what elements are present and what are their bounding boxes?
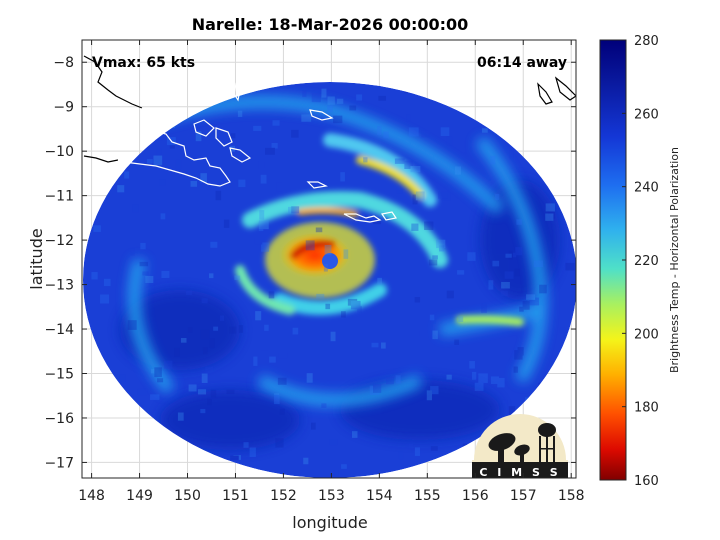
x-tick-label: 154 xyxy=(366,488,393,504)
axes-frame xyxy=(81,39,577,479)
y-tick-label: −14 xyxy=(44,322,74,338)
colorbar-tick-label: 260 xyxy=(634,107,659,122)
x-tick-label: 151 xyxy=(222,488,249,504)
colorbar-tick-label: 280 xyxy=(634,34,659,49)
vmax-label: Vmax: 65 kts xyxy=(92,55,195,71)
microwave-swath xyxy=(83,82,576,478)
x-tick-label: 153 xyxy=(318,488,345,504)
cimss-logo: C I M S S xyxy=(472,414,568,479)
colorbar xyxy=(599,39,627,481)
y-tick-label: −12 xyxy=(44,233,74,249)
y-tick-label: −9 xyxy=(53,100,74,116)
time-away-label: 06:14 away xyxy=(477,55,567,71)
colorbar-tick-label: 180 xyxy=(634,401,659,416)
x-tick-label: 152 xyxy=(270,488,297,504)
colorbar-tick-label: 220 xyxy=(634,254,659,269)
colorbar-tick-label: 160 xyxy=(634,474,659,489)
y-axis-label: latitude xyxy=(27,228,46,289)
y-tick-label: −8 xyxy=(53,55,74,71)
logo-text: C I M S S xyxy=(479,466,560,479)
colorbar-tick-label: 200 xyxy=(634,327,659,342)
figure-title: Narelle: 18-Mar-2026 00:00:00 xyxy=(192,15,469,34)
coastlines xyxy=(83,55,576,223)
x-tick-label: 148 xyxy=(78,488,105,504)
x-tick-label: 155 xyxy=(414,488,441,504)
y-tick-label: −13 xyxy=(44,278,74,294)
x-axis-ticks: 148 149 150 151 152 153 154 155 156 157 158 xyxy=(78,40,585,504)
y-tick-label: −15 xyxy=(44,367,74,383)
colorbar-tick-label: 240 xyxy=(634,181,659,196)
colorbar-label: Brightness Temp - Horizontal Polarizatio… xyxy=(668,147,681,373)
x-tick-label: 149 xyxy=(126,488,153,504)
y-tick-label: −16 xyxy=(44,411,74,427)
x-tick-label: 156 xyxy=(462,488,489,504)
y-tick-label: −11 xyxy=(44,189,74,205)
x-tick-label: 150 xyxy=(174,488,201,504)
colorbar-ticks: 280 260 240 220 200 180 160 xyxy=(622,34,659,489)
x-tick-label: 157 xyxy=(510,488,537,504)
y-tick-label: −17 xyxy=(44,455,74,471)
y-tick-label: −10 xyxy=(44,144,74,160)
x-axis-label: longitude xyxy=(292,513,367,532)
y-axis-ticks: −8 −9 −10 −11 −12 −13 −14 −15 −16 −17 xyxy=(44,55,576,471)
storm-eye xyxy=(322,253,338,269)
x-tick-label: 158 xyxy=(558,488,585,504)
